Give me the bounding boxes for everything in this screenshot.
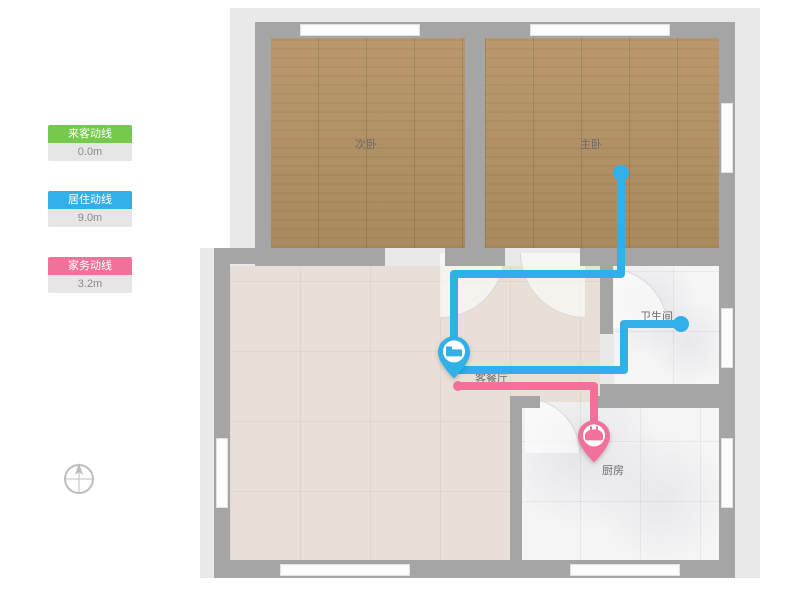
window xyxy=(280,564,410,576)
legend-item-living: 居住动线 9.0m xyxy=(48,191,132,227)
legend-label: 家务动线 xyxy=(48,257,132,275)
window xyxy=(300,24,420,36)
window xyxy=(721,308,733,368)
legend: 来客动线 0.0m 居住动线 9.0m 家务动线 3.2m xyxy=(48,125,132,323)
route-endpoint xyxy=(613,165,629,181)
legend-value: 9.0m xyxy=(48,209,132,227)
legend-value: 3.2m xyxy=(48,275,132,293)
window xyxy=(721,438,733,508)
window xyxy=(570,564,680,576)
route-pin-chore xyxy=(577,420,611,462)
compass-icon xyxy=(60,460,98,498)
legend-item-guest: 来客动线 0.0m xyxy=(48,125,132,161)
walls xyxy=(200,8,770,583)
legend-label: 居住动线 xyxy=(48,191,132,209)
floorplan: 次卧 主卧 客餐厅 卫生间 厨房 xyxy=(200,8,770,583)
window xyxy=(530,24,670,36)
window xyxy=(216,438,228,508)
route-pin-living xyxy=(437,336,471,378)
legend-value: 0.0m xyxy=(48,143,132,161)
route-endpoint xyxy=(673,316,689,332)
legend-item-chore: 家务动线 3.2m xyxy=(48,257,132,293)
window xyxy=(721,103,733,173)
route-endpoint xyxy=(453,381,463,391)
legend-label: 来客动线 xyxy=(48,125,132,143)
